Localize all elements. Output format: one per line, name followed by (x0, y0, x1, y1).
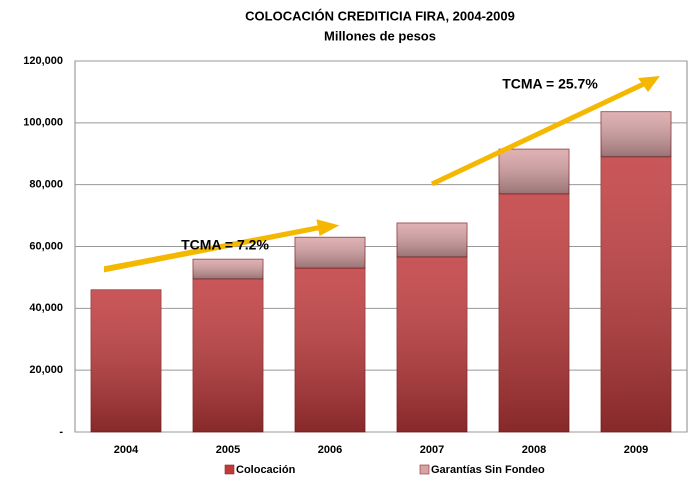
bar-shade (499, 149, 569, 194)
y-tick-label: 120,000 (23, 55, 63, 67)
x-tick-label: 2008 (522, 444, 546, 456)
x-tick-label: 2006 (318, 444, 342, 456)
legend-label: Colocación (236, 464, 296, 476)
bar-shade (295, 237, 365, 269)
arrow (104, 219, 340, 273)
y-tick-label: 100,000 (23, 117, 63, 129)
x-tick-label: 2009 (624, 444, 648, 456)
chart-title: COLOCACIÓN CREDITICIA FIRA, 2004-2009 (245, 8, 515, 23)
legend-label: Garantías Sin Fondeo (431, 464, 545, 476)
y-tick-label: 80,000 (29, 179, 63, 191)
legend-swatch (419, 464, 430, 475)
bar-shade (397, 257, 467, 432)
x-tick-label: 2004 (114, 444, 139, 456)
y-tick-label: 60,000 (29, 240, 63, 252)
bar-shade (601, 111, 671, 157)
bar-shade (193, 278, 263, 432)
bar-shade (499, 193, 569, 432)
bar-shade (397, 223, 467, 258)
x-tick-label: 2005 (216, 444, 240, 456)
annotation: TCMA = 25.7% (502, 76, 598, 92)
bar-shade (601, 156, 671, 432)
arrow-head (638, 76, 660, 92)
chart-subtitle: Millones de pesos (324, 28, 436, 43)
y-tick-label: - (59, 426, 63, 438)
bar-shade (193, 259, 263, 279)
y-tick-label: 20,000 (29, 364, 63, 376)
legend-swatch (224, 464, 235, 475)
arrow (430, 79, 650, 187)
annotation: TCMA = 7.2% (181, 237, 269, 253)
y-tick-label: 40,000 (29, 302, 63, 314)
bar-shade (91, 289, 161, 432)
bar-shade (295, 268, 365, 432)
x-tick-label: 2007 (420, 444, 444, 456)
